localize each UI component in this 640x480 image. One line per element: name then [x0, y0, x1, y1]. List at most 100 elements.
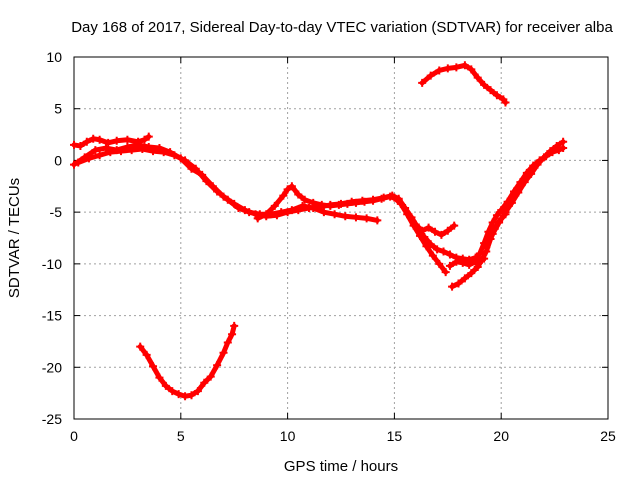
data-point: [319, 208, 328, 217]
data-point: [106, 148, 115, 157]
data-point: [443, 226, 452, 235]
series-line: [483, 139, 566, 250]
data-point: [507, 198, 516, 207]
data-point: [161, 381, 170, 390]
data-point: [418, 226, 427, 235]
y-tick-label: 0: [54, 152, 62, 168]
data-point: [501, 208, 510, 217]
data-point: [452, 63, 461, 72]
data-point: [422, 242, 431, 251]
data-point: [213, 187, 222, 196]
y-axis-label: SDTVAR / TECUs: [6, 178, 23, 298]
y-tick-label: -15: [42, 308, 62, 324]
data-point: [123, 135, 132, 144]
data-point: [418, 78, 427, 87]
x-tick-label: 25: [600, 428, 616, 444]
data-point: [445, 250, 454, 259]
data-point: [416, 231, 425, 240]
data-point: [482, 243, 491, 252]
data-point: [501, 98, 510, 107]
data-series-arc-4: [253, 182, 403, 223]
series-group: [70, 61, 568, 401]
data-point: [362, 214, 371, 223]
data-point: [326, 201, 335, 210]
data-point: [552, 141, 561, 150]
data-point: [253, 214, 262, 223]
data-point: [334, 200, 343, 209]
data-point: [234, 204, 243, 213]
data-point: [477, 255, 486, 264]
data-point: [377, 194, 386, 203]
data-point: [223, 195, 232, 204]
data-point: [91, 146, 100, 155]
axis-ticks: 0 5 10 15 20 25 -25 -20 -15 -10 -5 0 5 10: [42, 49, 616, 444]
data-point: [102, 144, 111, 153]
data-series-arc-9: [482, 137, 568, 252]
data-point: [70, 140, 78, 149]
data-point: [533, 160, 542, 169]
data-point: [219, 348, 228, 357]
series-line: [137, 323, 237, 399]
data-point: [351, 213, 360, 222]
data-point: [403, 210, 412, 219]
data-point: [127, 146, 136, 155]
data-point: [298, 201, 307, 210]
data-point: [187, 391, 196, 400]
data-series-arc-3: [74, 145, 382, 225]
data-point: [200, 378, 209, 387]
data-point: [492, 211, 501, 220]
data-point: [159, 148, 168, 157]
y-tick-label: -5: [50, 204, 63, 220]
data-point: [279, 191, 288, 200]
y-tick-label: -20: [42, 359, 62, 375]
x-tick-label: 20: [493, 428, 509, 444]
data-point: [181, 392, 190, 401]
data-point: [411, 220, 420, 229]
data-point: [450, 221, 459, 230]
data-point: [262, 210, 271, 219]
data-point: [294, 190, 303, 199]
data-point: [439, 247, 448, 256]
data-point: [149, 362, 158, 371]
x-tick-label: 15: [387, 428, 403, 444]
data-point: [465, 260, 474, 269]
data-point: [330, 210, 339, 219]
data-point: [473, 73, 482, 82]
data-point: [458, 258, 467, 267]
data-point: [435, 66, 444, 75]
x-tick-label: 10: [280, 428, 296, 444]
data-point: [443, 64, 452, 73]
data-point: [142, 350, 151, 359]
data-point: [520, 178, 529, 187]
data-point: [373, 216, 382, 225]
data-point: [495, 218, 504, 227]
data-point: [84, 154, 93, 163]
data-point: [396, 199, 405, 208]
data-point: [155, 373, 164, 382]
data-point: [351, 198, 360, 207]
data-point: [76, 141, 85, 150]
data-point: [309, 198, 318, 207]
x-tick-label: 0: [70, 428, 78, 444]
data-point: [341, 212, 350, 221]
data-point: [170, 151, 179, 160]
data-point: [369, 196, 378, 205]
data-point: [467, 65, 476, 74]
data-point: [424, 223, 433, 232]
data-point: [144, 132, 153, 141]
data-point: [181, 156, 190, 165]
data-point: [445, 261, 454, 270]
data-point: [317, 200, 326, 209]
y-tick-label: 10: [46, 49, 62, 65]
data-point: [168, 387, 177, 396]
data-series-arc-1: [70, 132, 153, 150]
plot-frame: [73, 56, 609, 420]
data-point: [433, 245, 442, 254]
series-line: [75, 146, 380, 223]
data-point: [514, 188, 523, 197]
data-point: [270, 201, 279, 210]
data-point: [428, 251, 437, 260]
data-point: [435, 259, 444, 268]
data-point: [202, 177, 211, 186]
